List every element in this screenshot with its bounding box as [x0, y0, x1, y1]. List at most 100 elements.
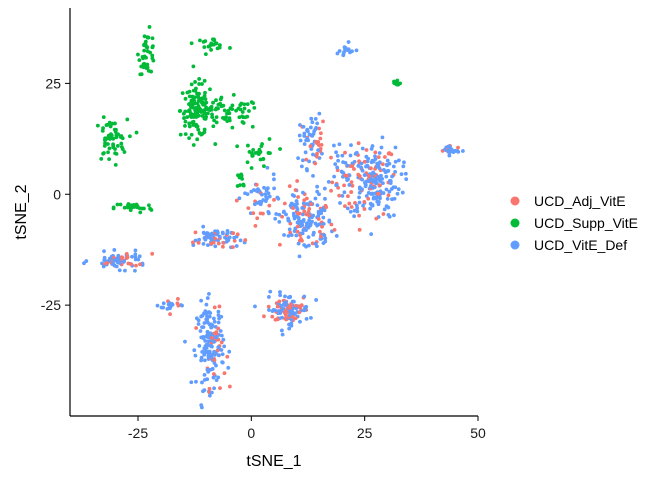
- scatter-point: [294, 233, 299, 238]
- scatter-point: [388, 181, 393, 185]
- scatter-point: [194, 379, 198, 384]
- scatter-point: [192, 101, 197, 106]
- scatter-point: [209, 390, 214, 395]
- scatter-point: [277, 242, 282, 247]
- scatter-point: [144, 44, 149, 49]
- scatter-point: [186, 109, 191, 113]
- scatter-point: [115, 144, 120, 148]
- scatter-point: [329, 188, 333, 193]
- scatter-point: [183, 132, 188, 137]
- scatter-point: [221, 103, 226, 108]
- scatter-point: [211, 316, 216, 321]
- scatter-point: [103, 136, 107, 141]
- scatter-point: [124, 251, 129, 256]
- scatter-point: [350, 183, 355, 188]
- scatter-point: [191, 240, 195, 245]
- scatter-point: [208, 87, 212, 92]
- scatter-point: [107, 120, 112, 125]
- scatter-point: [382, 207, 387, 212]
- scatter-point: [401, 164, 406, 169]
- scatter-point: [201, 336, 206, 340]
- scatter-point: [298, 319, 302, 324]
- scatter-point: [305, 202, 309, 206]
- scatter-point: [116, 132, 121, 137]
- scatter-point: [187, 136, 191, 141]
- scatter-point: [142, 54, 147, 59]
- scatter-point: [117, 268, 122, 273]
- scatter-point: [206, 310, 211, 314]
- scatter-point: [134, 130, 139, 135]
- scatter-point: [241, 121, 246, 125]
- scatter-point: [227, 384, 232, 389]
- scatter-point: [150, 251, 155, 256]
- scatter-point: [231, 245, 235, 250]
- scatter-point: [309, 315, 313, 320]
- scatter-point: [111, 145, 116, 150]
- scatter-point: [303, 150, 308, 155]
- scatter-point: [399, 172, 404, 177]
- scatter-point: [147, 203, 151, 208]
- scatter-point: [211, 124, 216, 129]
- scatter-point: [290, 193, 295, 197]
- scatter-point: [100, 129, 105, 133]
- scatter-point: [295, 179, 300, 183]
- scatter-point: [304, 244, 308, 249]
- scatter-point: [376, 191, 380, 196]
- scatter-point: [218, 329, 223, 333]
- scatter-point: [205, 314, 209, 318]
- scatter-point: [245, 160, 250, 165]
- scatter-point: [396, 158, 401, 163]
- scatter-point: [133, 248, 138, 253]
- scatter-point: [230, 103, 235, 108]
- scatter-point: [329, 222, 334, 227]
- scatter-point: [150, 45, 155, 50]
- scatter-point: [264, 188, 269, 193]
- scatter-point: [101, 151, 106, 156]
- scatter-point: [235, 184, 240, 188]
- scatter-point: [291, 211, 296, 216]
- scatter-point: [369, 177, 374, 182]
- scatter-point: [237, 196, 242, 201]
- scatter-point: [222, 344, 227, 349]
- scatter-point: [136, 257, 141, 262]
- scatter-point: [257, 150, 262, 155]
- scatter-point: [368, 206, 373, 211]
- scatter-point: [221, 115, 225, 120]
- scatter-point: [187, 121, 192, 126]
- scatter-point: [192, 98, 197, 103]
- scatter-point: [322, 233, 327, 238]
- scatter-point: [216, 375, 221, 380]
- scatter-point: [346, 47, 351, 52]
- scatter-point: [202, 45, 207, 50]
- scatter-point: [149, 208, 154, 212]
- scatter-point: [183, 339, 187, 344]
- scatter-point: [159, 305, 164, 310]
- scatter-point: [393, 169, 397, 174]
- scatter-point: [357, 186, 362, 191]
- scatter-point: [337, 193, 342, 198]
- scatter-point: [380, 177, 385, 181]
- scatter-point: [311, 213, 316, 218]
- scatter-point: [350, 49, 354, 54]
- scatter-point: [356, 164, 361, 168]
- scatter-point: [315, 184, 320, 189]
- scatter-point: [218, 97, 223, 102]
- scatter-point: [197, 82, 202, 86]
- scatter-point: [107, 137, 112, 141]
- scatter-point: [317, 111, 322, 116]
- scatter-point: [366, 191, 371, 195]
- scatter-point: [101, 264, 106, 269]
- scatter-point: [375, 199, 380, 204]
- scatter-point: [390, 174, 394, 179]
- scatter-point: [383, 155, 387, 159]
- scatter-point: [206, 232, 211, 237]
- scatter-point: [205, 243, 210, 248]
- scatter-point: [224, 115, 228, 120]
- scatter-point: [373, 157, 378, 162]
- scatter-point: [297, 310, 302, 315]
- scatter-point: [395, 81, 399, 85]
- scatter-point: [217, 304, 222, 309]
- scatter-point: [343, 173, 348, 178]
- scatter-point: [266, 191, 271, 196]
- scatter-point: [205, 106, 209, 111]
